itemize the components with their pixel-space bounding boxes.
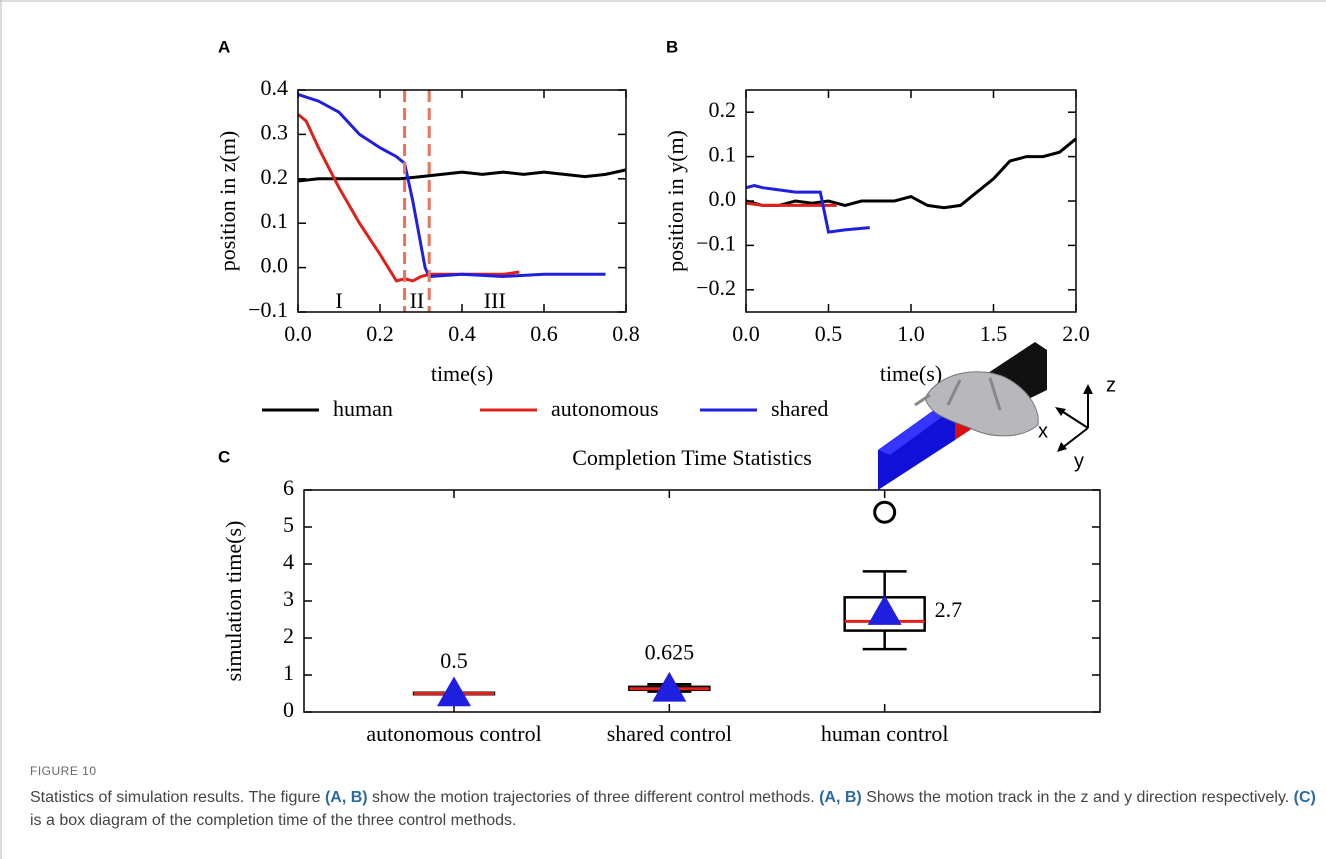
y-tick-label: 0.4 (261, 75, 289, 100)
axis-x (1059, 409, 1089, 429)
x-tick-label: 0.0 (732, 321, 760, 346)
x-tick-label: 1.0 (897, 321, 925, 346)
panel-letter: B (666, 37, 678, 56)
data-line (297, 113, 520, 283)
caption-run: show the motion trajectories of three di… (367, 789, 820, 806)
x-tick-label: 0.2 (366, 321, 394, 346)
plot-frame (297, 89, 627, 313)
y-axis-label: position in y(m) (663, 130, 688, 272)
data-line (297, 92, 606, 279)
legend-label: autonomous (551, 396, 659, 421)
y-tick-label: 0.3 (261, 119, 289, 144)
arrow-head (1055, 407, 1066, 416)
panel-letter: C (218, 447, 230, 466)
arrow-head (1083, 384, 1093, 394)
arrow-head (1057, 442, 1067, 452)
inset-illustration: z x y (878, 342, 1116, 490)
axis-y (1061, 427, 1089, 449)
x-tick-label: 0.5 (815, 321, 843, 346)
y-tick-label: 0.1 (261, 208, 289, 233)
y-tick-label: −0.1 (696, 230, 736, 255)
outlier (873, 500, 897, 524)
y-axis-label: simulation time(s) (221, 521, 246, 682)
y-tick-label: 2 (283, 623, 294, 648)
legend-label: human (333, 396, 393, 421)
robot-hand (924, 371, 1039, 437)
caption-ref: (A, B) (819, 789, 862, 806)
mean-marker (437, 676, 471, 707)
mean-marker (867, 595, 902, 625)
mean-marker (652, 671, 687, 702)
plot-frame (745, 89, 1077, 313)
axis-label: x (1038, 420, 1048, 442)
x-tick-label: 2.0 (1062, 321, 1090, 346)
y-tick-label: 0 (283, 697, 294, 722)
y-tick-label: 0.2 (709, 97, 737, 122)
y-tick-label: 0.1 (709, 142, 737, 167)
x-tick-label: 0.0 (284, 321, 312, 346)
phase-label: II (410, 288, 425, 313)
x-tick-label: shared control (607, 721, 732, 746)
x-tick-label: 0.6 (530, 321, 558, 346)
y-tick-label: −0.2 (696, 275, 736, 300)
x-axis-label: time(s) (431, 361, 493, 386)
y-tick-label: −0.1 (248, 297, 288, 322)
y-axis-label: position in z(m) (215, 131, 240, 272)
caption-ref: (C) (1293, 789, 1316, 806)
caption-label: FIGURE 10 (30, 764, 97, 778)
caption-run: Shows the motion track in the z and y di… (861, 789, 1294, 806)
y-tick-label: 4 (283, 549, 294, 574)
x-tick-label: autonomous control (366, 721, 541, 746)
plot-frame (303, 489, 1101, 713)
mean-label: 0.5 (440, 648, 468, 673)
phase-label: III (484, 288, 506, 313)
mean-label: 0.625 (645, 639, 695, 664)
x-tick-label: 0.4 (448, 321, 476, 346)
panel-letter: A (218, 37, 230, 56)
caption-run: is a box diagram of the completion time … (30, 812, 517, 829)
y-tick-label: 0.0 (709, 186, 737, 211)
y-tick-label: 3 (283, 586, 294, 611)
axis-label: y (1074, 450, 1084, 472)
caption-ref: (A, B) (324, 789, 368, 806)
legend-label: shared (771, 396, 828, 421)
x-axis-label: time(s) (880, 361, 942, 386)
hand-fingers (914, 377, 1002, 411)
y-tick-label: 5 (283, 512, 294, 537)
y-tick-label: 1 (283, 660, 294, 685)
phase-label: I (335, 288, 342, 313)
y-tick-label: 6 (283, 475, 294, 500)
x-tick-label: human control (821, 721, 949, 746)
data-line (745, 183, 870, 234)
axis-label: z (1106, 374, 1116, 396)
caption-text: Statistics of simulation results. The fi… (30, 786, 1320, 832)
data-line (745, 201, 837, 207)
data-line (297, 168, 627, 183)
y-tick-label: 0.0 (261, 253, 289, 278)
caption-run: Statistics of simulation results. The fi… (30, 789, 325, 806)
data-line (745, 137, 1077, 210)
chart-title: Completion Time Statistics (572, 445, 812, 470)
y-tick-label: 0.2 (261, 164, 289, 189)
x-tick-label: 1.5 (980, 321, 1008, 346)
x-tick-label: 0.8 (612, 321, 640, 346)
mean-label: 2.7 (935, 597, 963, 622)
